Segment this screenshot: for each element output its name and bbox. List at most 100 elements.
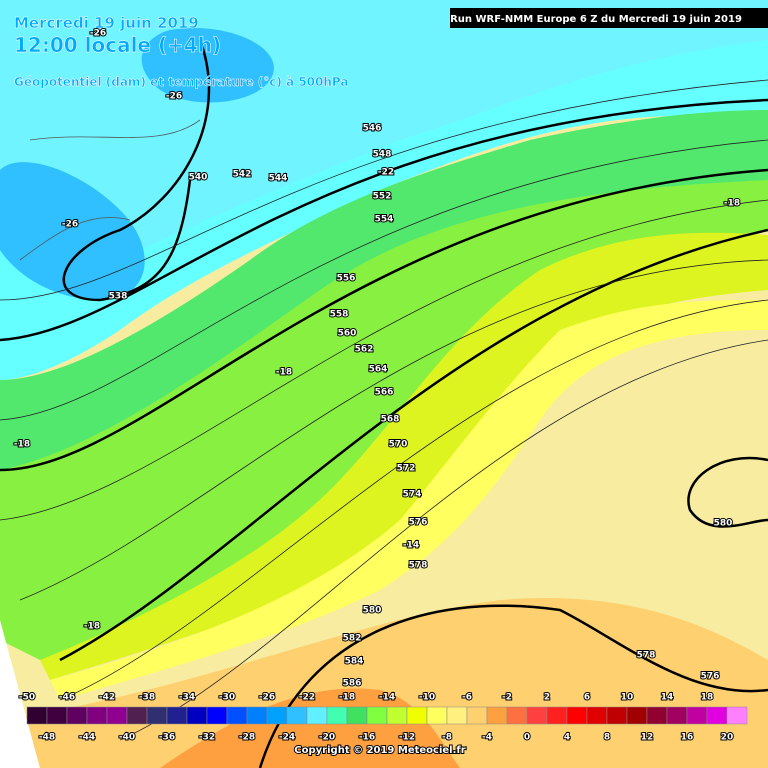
- scale-swatch: [166, 706, 188, 725]
- contour-label: 560: [338, 329, 357, 339]
- scale-label: -40: [119, 733, 135, 743]
- scale-label: 14: [661, 693, 674, 703]
- contour-label: 540: [189, 173, 208, 183]
- scale-swatch: [666, 706, 688, 725]
- scale-swatch: [286, 706, 308, 725]
- scale-label: -42: [99, 693, 115, 703]
- scale-label: -10: [419, 693, 435, 703]
- contour-label: 558: [330, 310, 349, 320]
- scale-label: -34: [179, 693, 195, 703]
- contour-label: 576: [409, 518, 428, 528]
- contour-label: 554: [375, 215, 394, 225]
- scale-label: 4: [564, 733, 570, 743]
- contour-label: 582: [343, 634, 362, 644]
- scale-swatch: [26, 706, 48, 725]
- scale-label: -14: [379, 693, 395, 703]
- scale-label: -38: [139, 693, 155, 703]
- contour-label: 584: [345, 657, 364, 667]
- temperature-label: -18: [724, 199, 740, 209]
- temperature-label: -18: [84, 622, 100, 632]
- temperature-label: -26: [166, 92, 182, 102]
- scale-swatch: [366, 706, 388, 725]
- scale-swatch: [226, 706, 248, 725]
- scale-swatch: [146, 706, 168, 725]
- scale-swatch: [626, 706, 648, 725]
- scale-label: -28: [239, 733, 255, 743]
- scale-label: 16: [681, 733, 694, 743]
- scale-label: -24: [279, 733, 295, 743]
- contour-label: 572: [397, 464, 416, 474]
- contour-label: 544: [269, 174, 288, 184]
- scale-swatch: [446, 706, 468, 725]
- scale-swatch: [66, 706, 88, 725]
- scale-label: 6: [584, 693, 590, 703]
- scale-label: 8: [604, 733, 610, 743]
- temperature-label: -26: [62, 220, 78, 230]
- scale-swatch: [506, 706, 528, 725]
- scale-swatch: [346, 706, 368, 725]
- scale-label: -2: [502, 693, 512, 703]
- scale-label: 12: [641, 733, 654, 743]
- scale-label: 20: [721, 733, 734, 743]
- contour-label: 574: [403, 490, 422, 500]
- contour-label: 552: [373, 192, 392, 202]
- contour-label: 538: [109, 292, 128, 302]
- contour-label: 566: [375, 388, 394, 398]
- scale-swatch: [266, 706, 288, 725]
- temperature-label: -18: [276, 368, 292, 378]
- scale-label: -32: [199, 733, 215, 743]
- scale-label: -50: [19, 693, 35, 703]
- scale-swatch: [246, 706, 268, 725]
- scale-label: -48: [39, 733, 55, 743]
- scale-label: 0: [524, 733, 530, 743]
- scale-label: -4: [482, 733, 492, 743]
- scale-label: -6: [462, 693, 472, 703]
- contour-label: 548: [373, 150, 392, 160]
- scale-swatch: [306, 706, 328, 725]
- contour-label: 570: [389, 440, 408, 450]
- subtitle: Géopotentiel (dam) et température (°c) à…: [14, 75, 349, 89]
- scale-label: -46: [59, 693, 75, 703]
- scale-swatch: [706, 706, 728, 725]
- scale-swatch: [86, 706, 108, 725]
- scale-swatch: [606, 706, 628, 725]
- scale-label: -12: [399, 733, 415, 743]
- temperature-label: -22: [378, 168, 394, 178]
- scale-label: 10: [621, 693, 634, 703]
- scale-swatch: [206, 706, 228, 725]
- time: 12:00 locale (+4h): [14, 33, 221, 57]
- scale-swatch: [426, 706, 448, 725]
- scale-swatch: [486, 706, 508, 725]
- scale-label: -18: [339, 693, 355, 703]
- scale-label: -44: [79, 733, 95, 743]
- contour-label: 568: [381, 415, 400, 425]
- contour-label: 542: [233, 170, 252, 180]
- scale-swatch: [526, 706, 548, 725]
- scale-swatch: [646, 706, 668, 725]
- temperature-label: -18: [14, 440, 30, 450]
- copyright: Copyright © 2019 Meteociel.fr: [294, 745, 465, 756]
- scale-swatch: [386, 706, 408, 725]
- scale-swatch: [726, 706, 748, 725]
- contour-label: 576: [701, 672, 720, 682]
- scale-swatch: [186, 706, 208, 725]
- scale-swatch: [566, 706, 588, 725]
- contour-label: 556: [337, 274, 356, 284]
- scale-swatch: [326, 706, 348, 725]
- contour-label: 562: [355, 345, 374, 355]
- scale-swatch: [466, 706, 488, 725]
- scale-label: -30: [219, 693, 235, 703]
- contour-label: 564: [369, 365, 388, 375]
- scale-label: 18: [701, 693, 714, 703]
- contour-label: 586: [343, 679, 362, 689]
- temperature-label: -14: [403, 541, 419, 551]
- contour-label: 578: [637, 651, 656, 661]
- scale-label: -26: [259, 693, 275, 703]
- temperature-label: -26: [90, 29, 106, 39]
- scale-label: -22: [299, 693, 315, 703]
- scale-label: -16: [359, 733, 375, 743]
- scale-swatch: [686, 706, 708, 725]
- contour-label: 578: [409, 561, 428, 571]
